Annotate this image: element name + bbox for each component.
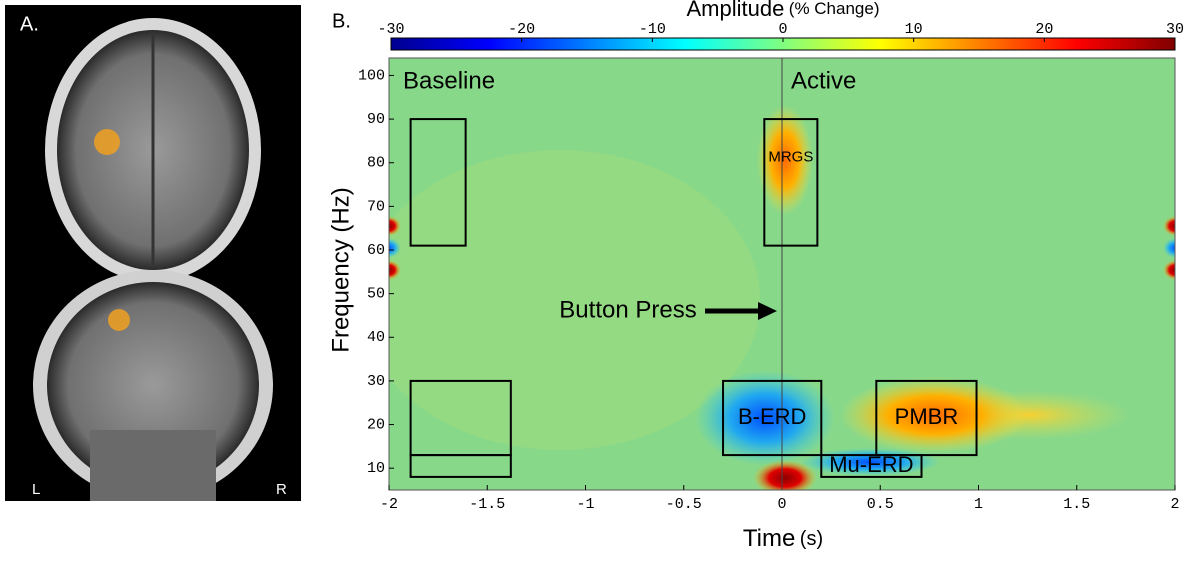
annotation: Active bbox=[791, 67, 856, 94]
region-box bbox=[875, 379, 978, 457]
x-tick-label: 0.5 bbox=[867, 496, 894, 513]
side-label: L bbox=[32, 481, 40, 498]
colorbar-tick-label: 30 bbox=[1166, 21, 1184, 38]
y-tick-label: 90 bbox=[367, 111, 385, 128]
y-tick-label: 50 bbox=[367, 286, 385, 303]
y-axis-label: Frequency (Hz) bbox=[327, 187, 354, 352]
title-unit: (% Change) bbox=[789, 0, 880, 18]
y-tick-label: 80 bbox=[367, 155, 385, 172]
x-tick-label: 1.5 bbox=[1063, 496, 1090, 513]
activation bbox=[94, 129, 120, 155]
y-tick-label: 10 bbox=[367, 460, 385, 477]
region-label: MRGS bbox=[768, 148, 813, 165]
side-label: R bbox=[276, 481, 287, 498]
colorbar-tick-label: -20 bbox=[508, 21, 535, 38]
y-tick-label: 100 bbox=[358, 67, 385, 84]
annotation: Baseline bbox=[403, 67, 495, 94]
y-tick-label: 60 bbox=[367, 242, 385, 259]
panel-label: B. bbox=[332, 10, 351, 32]
x-axis-label: Time (s) bbox=[743, 525, 823, 552]
x-tick-label: 2 bbox=[1170, 496, 1179, 513]
activation bbox=[108, 309, 130, 331]
y-tick-label: 20 bbox=[367, 417, 385, 434]
title-text: Amplitude bbox=[686, 0, 784, 21]
colorbar-title: Amplitude (% Change) bbox=[686, 0, 879, 21]
cerebellum bbox=[90, 430, 216, 501]
colorbar-tick-label: -30 bbox=[377, 21, 404, 38]
arrow-head bbox=[758, 302, 777, 320]
region-box bbox=[409, 454, 512, 478]
region-box bbox=[820, 454, 923, 478]
colorbar-tick-label: 0 bbox=[778, 21, 787, 38]
spectrogram bbox=[389, 105, 1175, 490]
y-tick-label: 70 bbox=[367, 198, 385, 215]
x-label-unit: (s) bbox=[800, 528, 823, 550]
region-box bbox=[763, 118, 819, 247]
panel-label: A. bbox=[20, 13, 39, 35]
x-tick-label: -1.5 bbox=[469, 496, 505, 513]
x-tick-label: -1 bbox=[576, 496, 594, 513]
annotation: Button Press bbox=[559, 296, 696, 323]
x-tick-label: -0.5 bbox=[666, 496, 702, 513]
region-box bbox=[722, 379, 823, 457]
region-box bbox=[409, 118, 467, 247]
x-label-text: Time bbox=[743, 525, 795, 552]
y-tick-label: 30 bbox=[367, 373, 385, 390]
region-label: PMBR bbox=[895, 404, 959, 429]
x-tick-label: 0 bbox=[777, 496, 786, 513]
x-tick-label: 1 bbox=[974, 496, 983, 513]
colorbar-tick-label: -10 bbox=[639, 21, 666, 38]
colorbar-tick-label: 20 bbox=[1035, 21, 1053, 38]
x-tick-label: -2 bbox=[380, 496, 398, 513]
y-tick-label: 40 bbox=[367, 329, 385, 346]
colorbar-tick-label: 10 bbox=[905, 21, 923, 38]
region-label: B-ERD bbox=[738, 404, 806, 429]
